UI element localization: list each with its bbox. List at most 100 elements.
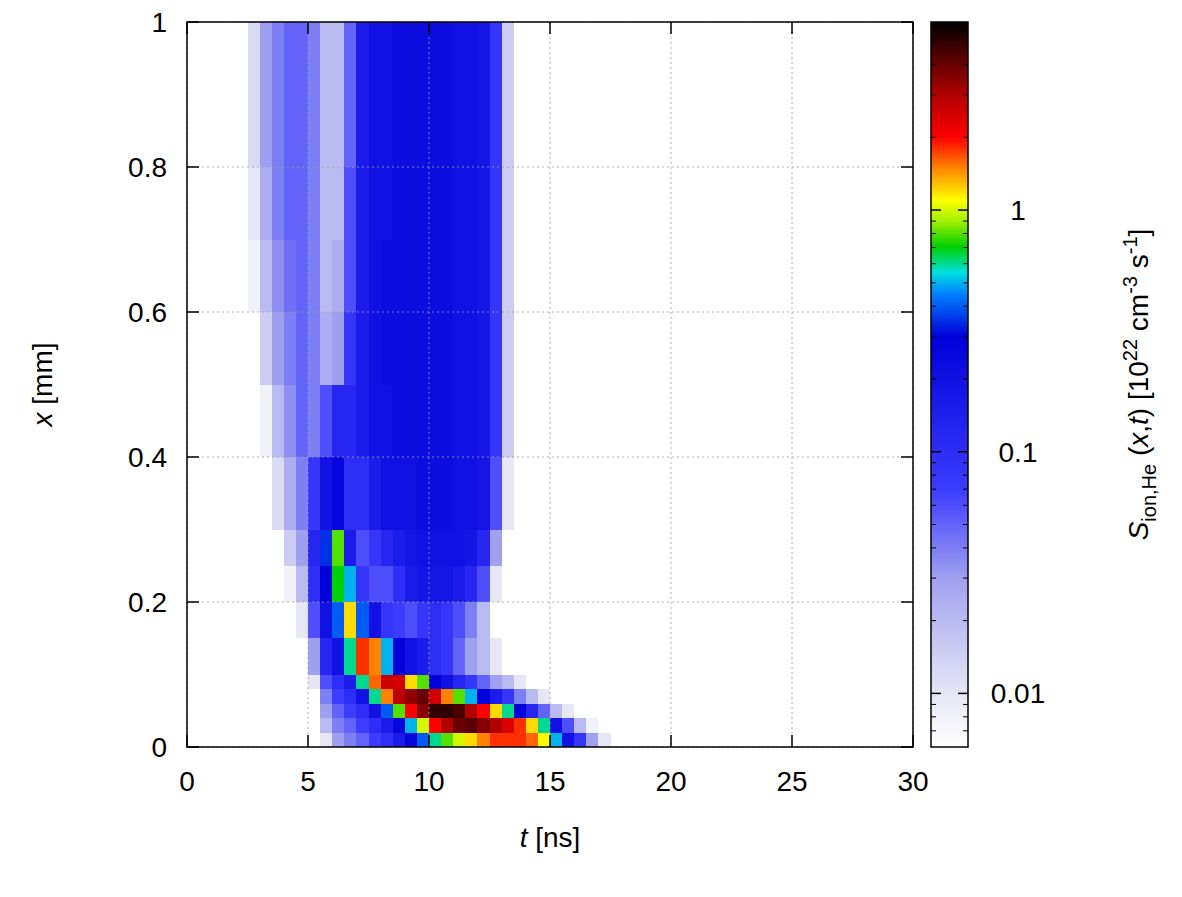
heatmap-cell xyxy=(441,385,453,458)
colorbar: 0.010.11 xyxy=(931,22,1045,747)
heatmap-cell xyxy=(502,638,514,674)
heatmap-cell xyxy=(344,733,356,748)
heatmap-cell xyxy=(308,240,320,313)
heatmap-cell xyxy=(538,689,550,704)
heatmap-cell xyxy=(381,457,393,530)
heatmap-cell xyxy=(332,602,344,638)
heatmap-cell xyxy=(477,733,489,748)
heatmap-cell xyxy=(477,602,489,638)
heatmap-cell xyxy=(417,689,429,704)
heatmap-cell xyxy=(381,312,393,385)
heatmap-cell xyxy=(381,675,393,690)
heatmap-cell xyxy=(344,95,356,168)
heatmap-cell xyxy=(562,733,574,748)
heatmap-cell xyxy=(393,566,405,602)
heatmap-cell xyxy=(332,312,344,385)
heatmap-cell xyxy=(320,566,332,602)
colorbar-gradient xyxy=(931,22,968,747)
colorbar-minor-tick xyxy=(931,475,936,476)
heatmap-cell xyxy=(356,689,368,704)
heatmap-cell xyxy=(381,718,393,733)
heatmap-cell xyxy=(272,385,284,458)
x-tick xyxy=(428,735,430,747)
heatmap-cell xyxy=(477,638,489,674)
heatmap-cell xyxy=(369,385,381,458)
axis-title-part: [mm] xyxy=(27,343,58,413)
heatmap-cell xyxy=(465,675,477,690)
axis-title-part: [ns] xyxy=(527,822,580,853)
heatmap-cell xyxy=(381,240,393,313)
colorbar-title-part: ion,He xyxy=(1138,464,1160,522)
heatmap-cell xyxy=(272,95,284,168)
heatmap-cell xyxy=(538,733,550,748)
x-tick xyxy=(912,735,914,747)
heatmap-cell xyxy=(320,638,332,674)
heatmap-cell xyxy=(417,385,429,458)
heatmap-cell xyxy=(393,457,405,530)
heatmap-cell xyxy=(296,95,308,168)
heatmap-cell xyxy=(405,240,417,313)
heatmap-cell xyxy=(356,675,368,690)
heatmap-cell xyxy=(514,689,526,704)
colorbar-minor-tick xyxy=(931,716,936,717)
heatmap-cell xyxy=(429,638,441,674)
heatmap-cell xyxy=(441,457,453,530)
y-tick-label: 0 xyxy=(151,732,167,763)
y-tick-right xyxy=(901,166,913,168)
grid xyxy=(187,22,913,747)
heatmap-cell xyxy=(332,22,344,95)
y-tick xyxy=(187,456,199,458)
heatmap-cell xyxy=(393,718,405,733)
heatmap-cell xyxy=(490,457,502,530)
heatmap-cell xyxy=(514,733,526,748)
heatmap-cell xyxy=(381,733,393,748)
heatmap-cell xyxy=(308,312,320,385)
heatmap-cell xyxy=(393,689,405,704)
colorbar-minor-tick xyxy=(931,578,936,579)
colorbar-title-part: , xyxy=(1123,425,1154,433)
colorbar-title: Sion,He (x,t) [1022 cm-3 s-1] xyxy=(1119,229,1160,541)
heatmap-cell xyxy=(417,530,429,566)
heatmap-cell xyxy=(393,638,405,674)
heatmap-cell xyxy=(393,240,405,313)
heatmap-cell xyxy=(453,22,465,95)
heatmap-cell xyxy=(465,733,477,748)
heatmap-cell xyxy=(441,689,453,704)
heatmap-cell xyxy=(320,167,332,240)
heatmap-cell xyxy=(272,167,284,240)
y-tick-label: 0.6 xyxy=(128,297,167,328)
heatmap-cell xyxy=(308,675,320,690)
heatmap-cell xyxy=(308,566,320,602)
heatmap-cell xyxy=(429,718,441,733)
heatmap-cell xyxy=(490,530,502,566)
heatmap-cell xyxy=(405,675,417,690)
colorbar-minor-tick xyxy=(963,730,968,731)
colorbar-tick-label: 0.01 xyxy=(991,678,1046,709)
colorbar-title-part: S xyxy=(1123,521,1154,540)
heatmap-cell xyxy=(272,312,284,385)
heatmap-cell xyxy=(260,22,272,95)
heatmap-cell xyxy=(332,704,344,719)
heatmap-cell xyxy=(429,566,441,602)
heatmap-cell xyxy=(429,530,441,566)
heatmap-cell xyxy=(369,602,381,638)
colorbar-frame xyxy=(931,22,968,747)
chart: 05101520253000.20.40.60.81t [ns]x [mm]0.… xyxy=(0,0,1182,897)
colorbar-minor-tick xyxy=(931,263,936,264)
colorbar-minor-tick xyxy=(931,489,936,490)
heatmap-cell xyxy=(453,733,465,748)
heatmap-cell xyxy=(429,457,441,530)
heatmap-cell xyxy=(502,689,514,704)
heatmap-cell xyxy=(502,704,514,719)
heatmap-cell xyxy=(393,385,405,458)
heatmap-cell xyxy=(490,638,502,674)
heatmap-cell xyxy=(477,385,489,458)
heatmap-cell xyxy=(296,22,308,95)
colorbar-minor-tick xyxy=(963,221,968,222)
colorbar-minor-tick xyxy=(963,547,968,548)
heatmap-cell xyxy=(320,385,332,458)
colorbar-minor-tick xyxy=(963,462,968,463)
heatmap-cell xyxy=(284,240,296,313)
heatmap-cell xyxy=(296,530,308,566)
heatmap-cell xyxy=(429,733,441,748)
